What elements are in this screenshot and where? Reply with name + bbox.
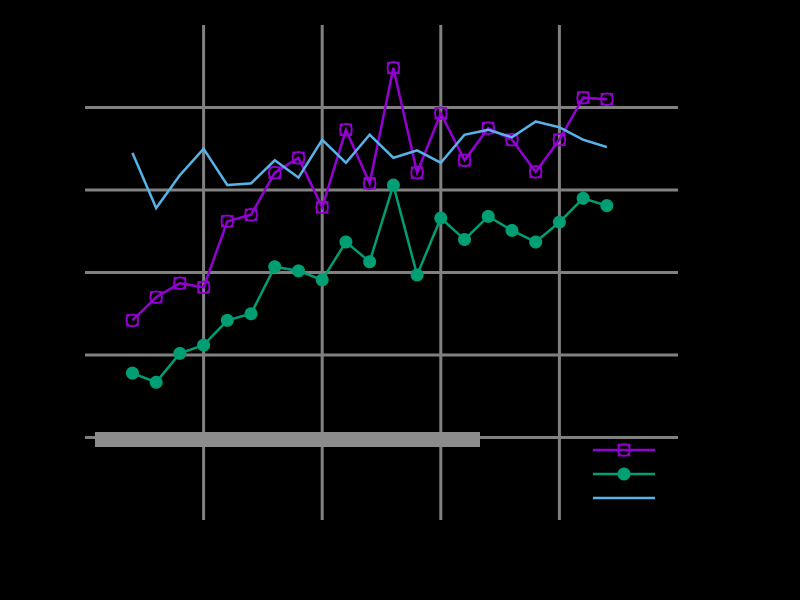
marker [505,132,519,147]
marker [505,223,519,237]
marker [197,338,211,352]
series [131,120,608,211]
marker [552,215,566,229]
marker-circle [220,214,235,229]
marker [291,151,306,165]
marker [457,153,472,168]
marker [339,235,353,249]
lines [125,61,614,389]
marker [600,199,614,213]
marker [617,467,631,481]
series-line [131,67,607,322]
marker [173,346,187,360]
marker-circle [576,90,590,105]
marker [410,165,424,180]
marker [125,313,140,328]
marker [528,165,543,179]
legend [593,443,655,500]
marker [434,106,448,121]
marker [149,290,163,304]
marker-circle [600,92,614,106]
marker-circle [149,290,163,304]
marker [291,264,305,278]
annotation-bar [95,432,480,447]
marker-circle [244,208,258,222]
marker-circle [268,165,282,180]
series [125,178,614,389]
marker [434,211,448,225]
marker [458,233,472,246]
marker [244,208,258,222]
marker [315,200,329,215]
marker [576,90,590,105]
marker [481,121,495,135]
marker-circle [528,165,543,179]
marker [576,191,590,205]
marker [220,313,234,327]
marker-circle [457,153,472,168]
marker-circle [617,443,631,457]
marker-circle [386,61,401,75]
marker [173,276,187,290]
marker [268,165,282,180]
marker [196,280,211,295]
marker [244,307,258,321]
marker [600,92,614,106]
marker-circle [291,151,306,165]
series-line [131,120,608,211]
marker [386,61,401,75]
marker-circle [434,106,448,121]
marker-circle [125,313,140,328]
marker [339,123,353,137]
marker [125,366,139,380]
marker-circle [481,121,495,135]
marker-circle [315,200,329,215]
marker [315,273,329,287]
marker [149,375,163,389]
marker [552,132,567,147]
series [125,61,614,328]
marker-circle [173,276,187,290]
marker [363,255,377,269]
marker [386,178,400,192]
marker-circle [196,280,211,295]
marker-circle [410,165,424,180]
marker [617,443,631,457]
marker [220,214,235,229]
marker [268,260,282,274]
marker [529,235,543,249]
marker [481,209,495,223]
marker [410,268,424,282]
marker-circle [505,132,519,147]
marker-circle [362,176,377,191]
marker [362,176,377,191]
marker-circle [552,132,567,147]
marker-circle [339,123,353,137]
